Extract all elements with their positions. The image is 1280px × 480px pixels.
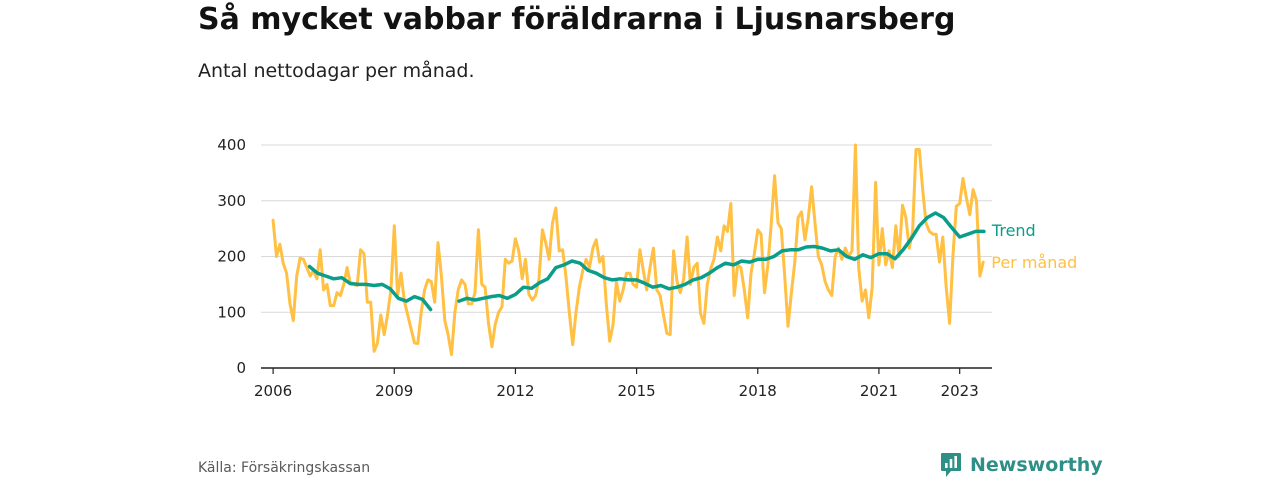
x-tick-label: 2006: [254, 382, 292, 400]
series: [271, 143, 986, 357]
chart-subtitle: Antal nettodagar per månad.: [198, 60, 475, 82]
x-tick-label: 2021: [860, 382, 898, 400]
newsworthy-logo-text: Newsworthy: [970, 454, 1103, 476]
x-tick-label: 2015: [618, 382, 656, 400]
y-tick-label: 100: [217, 303, 246, 321]
trend-series-line: [457, 211, 986, 303]
x-tick-label: 2009: [375, 382, 413, 400]
monthly-series-label: Per månad: [991, 253, 1077, 272]
newsworthy-logo-icon: [941, 453, 961, 477]
source-note: Källa: Försäkringskassan: [198, 460, 371, 476]
x-tick-label: 2012: [496, 382, 534, 400]
trend-series-line: [307, 264, 433, 312]
x-tick-label: 2018: [739, 382, 777, 400]
x-axis: 2006 2009 2012 2015 2018 2021 2023: [254, 367, 992, 400]
x-tick-label: 2023: [941, 382, 979, 400]
legend: Per månad Trend: [991, 221, 1077, 272]
y-tick-label: 400: [217, 136, 246, 154]
y-tick-label: 0: [236, 359, 246, 377]
y-tick-label: 200: [217, 248, 246, 266]
y-axis: 0 100 200 300 400: [217, 136, 246, 377]
monthly-series-line: [271, 143, 985, 357]
y-tick-label: 300: [217, 192, 246, 210]
newsworthy-logo[interactable]: Newsworthy: [940, 450, 1103, 480]
trend-series-label: Trend: [991, 221, 1036, 240]
chart-title: Så mycket vabbar föräldrarna i Ljusnarsb…: [198, 2, 956, 37]
